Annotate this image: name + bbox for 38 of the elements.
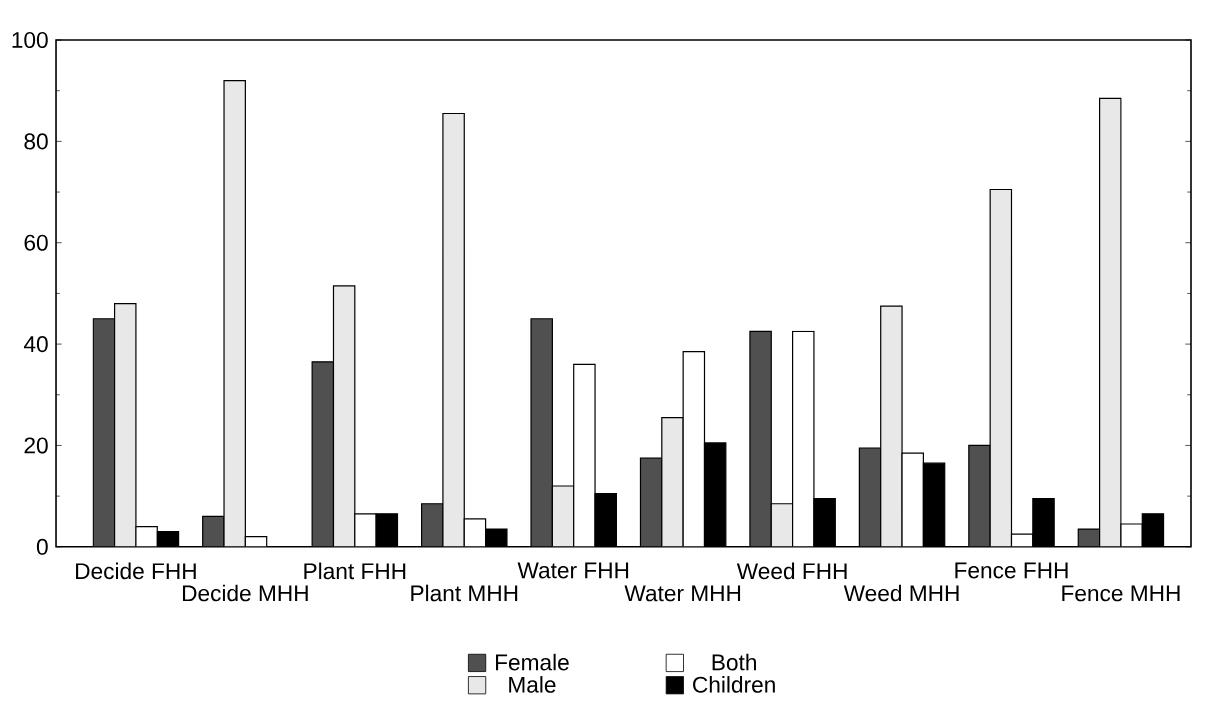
- x-tick-label: Plant MHH: [411, 584, 518, 602]
- legend-label: Male: [509, 676, 556, 693]
- x-tick-label: Plant FHH: [304, 562, 406, 580]
- x-tick-label: Fence MHH: [1062, 585, 1180, 602]
- bar: [113, 303, 137, 547]
- x-tick-label: Weed FHH: [736, 562, 847, 580]
- bar: [968, 444, 991, 547]
- y-tick-label: 100: [12, 32, 48, 49]
- x-tick-label: Weed MHH: [843, 584, 959, 602]
- bar: [749, 330, 772, 547]
- bar: [639, 457, 663, 547]
- y-tick-label: 20: [24, 437, 48, 454]
- legend-label: Both: [712, 653, 756, 671]
- bar: [311, 361, 335, 547]
- bar: [1099, 97, 1122, 547]
- bar: [858, 447, 882, 547]
- legend-label: Female: [496, 653, 569, 671]
- bar: [92, 318, 116, 547]
- y-tick-label: 80: [24, 133, 48, 150]
- x-tick-label: Fence FHH: [955, 562, 1068, 579]
- bar: [530, 318, 553, 547]
- x-tick-label: Water MHH: [624, 585, 741, 602]
- bar: [442, 112, 465, 547]
- bar: [332, 285, 356, 547]
- x-tick-label: Decide FHH: [76, 562, 196, 580]
- y-tick-label: 60: [24, 234, 48, 251]
- legend-label: Children: [693, 676, 775, 693]
- bar: [223, 80, 246, 547]
- bar: [770, 503, 794, 547]
- bar: [420, 503, 444, 547]
- x-tick-label: Decide MHH: [182, 584, 308, 602]
- y-tick-label: 40: [23, 336, 48, 353]
- y-tick-label: 0: [36, 538, 48, 555]
- bar: [880, 305, 903, 547]
- x-tick-label: Water FHH: [517, 562, 629, 579]
- bar: [551, 485, 575, 547]
- bar: [989, 188, 1013, 547]
- bar: [661, 417, 684, 547]
